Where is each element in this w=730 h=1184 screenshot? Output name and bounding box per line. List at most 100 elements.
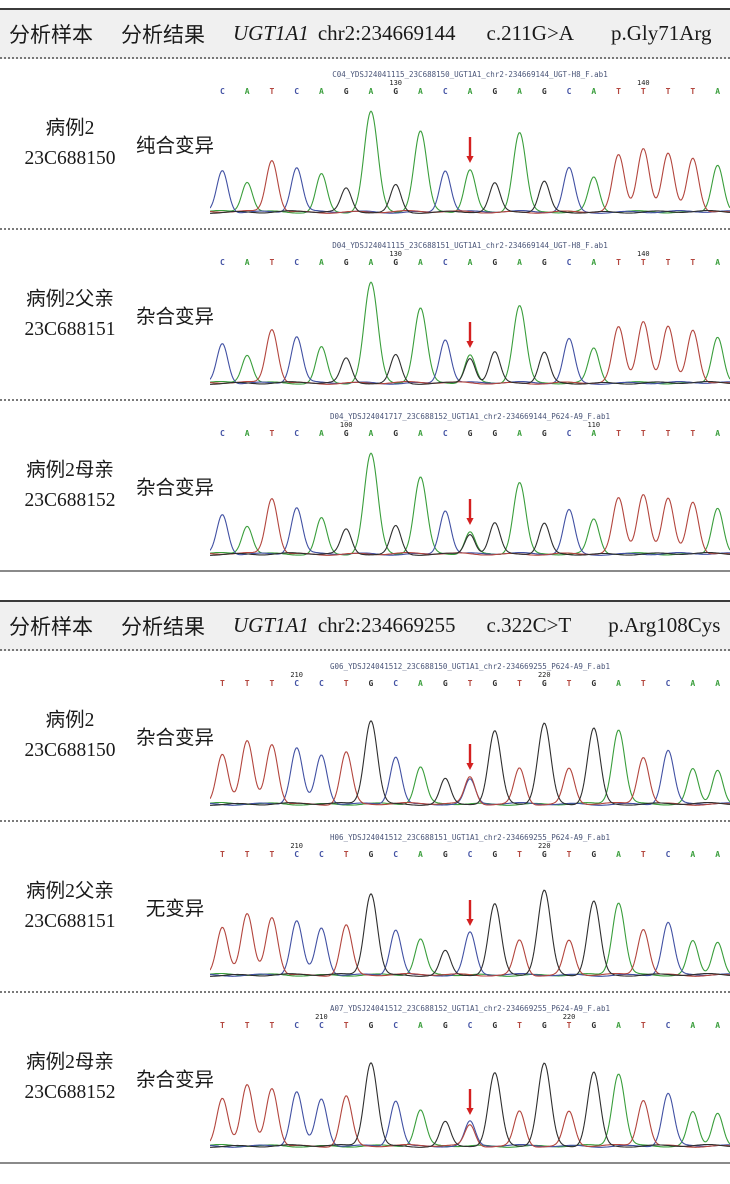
base-letter: T	[690, 87, 696, 96]
base-letter: G	[492, 850, 498, 859]
trace-file-title: A07_YDSJ24041512_23C688152_UGT1A1_chr2-2…	[330, 1004, 610, 1013]
base-letter: C	[393, 1021, 399, 1030]
sample-name: 病例2母亲	[26, 460, 114, 482]
sample-id: 23C688152	[24, 1081, 116, 1103]
position-number: 130	[389, 250, 403, 258]
base-letter: A	[368, 87, 374, 96]
base-letter: C	[219, 87, 225, 96]
base-letter: C	[319, 679, 324, 688]
base-letter: A	[616, 679, 621, 688]
base-letter: T	[269, 1021, 275, 1030]
header-col-sample: 分析样本	[9, 22, 93, 47]
sample-cell: 病例2父亲 23C688151	[0, 877, 140, 936]
sample-row: 病例2母亲 23C688152 杂合变异 A07_YDSJ24041512_23…	[0, 993, 730, 1164]
base-letter: C	[219, 429, 225, 438]
base-call-row: C A T C A G A G A C G G A G C A T T T T A 100 110	[210, 421, 730, 439]
position-number: 110	[587, 421, 601, 429]
trace-channel-A	[210, 1073, 730, 1148]
base-letter: G	[492, 87, 498, 96]
position-number: 220	[562, 1013, 576, 1021]
base-letter: C	[393, 679, 399, 688]
base-letter: C	[467, 1021, 473, 1030]
position-number: 210	[290, 842, 303, 850]
base-letter: C	[294, 87, 300, 96]
base-letter: A	[616, 850, 621, 859]
trace-channel-G	[210, 351, 730, 385]
base-call-row: T T T C C T G C A G T G T G T G A T C A A 210 220	[210, 671, 730, 689]
base-letter: G	[442, 1021, 448, 1030]
base-letter: G	[492, 429, 498, 438]
base-letter: A	[244, 258, 250, 267]
base-letter: G	[591, 679, 597, 688]
position-number: 220	[537, 671, 551, 679]
sample-row: 病例2父亲 23C688151 杂合变异 D04_YDSJ24041115_23…	[0, 230, 730, 401]
base-letter: A	[418, 679, 423, 688]
base-letter: C	[294, 679, 300, 688]
base-letter: G	[541, 1021, 547, 1030]
chromatogram-svg	[210, 110, 730, 214]
base-letter: G	[541, 87, 547, 96]
base-call-row: C A T C A G A G A C A G A G C A T T T T A 130 140	[210, 79, 730, 97]
base-letter: A	[517, 429, 522, 438]
sample-name: 病例2父亲	[26, 881, 114, 903]
base-letter: T	[690, 429, 696, 438]
result-text: 无变异	[145, 899, 205, 920]
base-letter: G	[368, 850, 374, 859]
base-letter: C	[467, 850, 473, 859]
base-letter: C	[442, 87, 448, 96]
header-protein-change: p.Arg108Cys	[608, 613, 721, 637]
sample-row: 病例2母亲 23C688152 杂合变异 D04_YDSJ24041717_23…	[0, 401, 730, 572]
base-letter: G	[541, 679, 547, 688]
result-text: 纯合变异	[136, 136, 215, 157]
base-letter: A	[368, 429, 374, 438]
base-letter: G	[591, 1021, 597, 1030]
base-letter: T	[219, 679, 225, 688]
base-letter: G	[343, 87, 349, 96]
base-letter: A	[418, 429, 423, 438]
result-text: 杂合变异	[136, 728, 215, 749]
base-letter: A	[690, 1021, 696, 1030]
base-letter: A	[616, 1021, 621, 1030]
base-call-row: T T T C C T G C A G C G T G T G A T C A A 210 220	[210, 842, 730, 860]
header-col-result: 分析结果	[121, 614, 205, 639]
base-letter: T	[566, 679, 572, 688]
base-letter: T	[665, 429, 671, 438]
header-cdna-change: c.211G>A	[486, 21, 574, 45]
base-call-row: T T T C C T G C A G C G T G T G A T C A A 210 220	[210, 1013, 730, 1031]
sample-name: 病例2	[45, 118, 95, 140]
chromatogram-block: D04_YDSJ24041717_23C688152_UGT1A1_chr2-2…	[210, 410, 730, 561]
base-letter: T	[343, 679, 349, 688]
sample-row: 病例2父亲 23C688151 无变异 H06_YDSJ24041512_23C…	[0, 822, 730, 993]
trace-file-title: G06_YDSJ24041512_23C688150_UGT1A1_chr2-2…	[330, 662, 610, 671]
base-letter: A	[418, 1021, 423, 1030]
sample-id: 23C688151	[24, 910, 116, 932]
base-letter: A	[517, 87, 522, 96]
base-letter: G	[393, 258, 399, 267]
variant-arrow-icon	[466, 1089, 474, 1115]
section-rows: 病例2 23C688150 纯合变异 C04_YDSJ24041115_23C6…	[0, 59, 730, 572]
trace-file-title: D04_YDSJ24041115_23C688151_UGT1A1_chr2-2…	[332, 241, 608, 250]
result-text: 杂合变异	[136, 307, 215, 328]
base-letter: G	[492, 1021, 498, 1030]
chromatogram-block: A07_YDSJ24041512_23C688152_UGT1A1_chr2-2…	[210, 1002, 730, 1153]
base-letter: T	[640, 679, 646, 688]
header-col-sample: 分析样本	[9, 614, 93, 639]
base-letter: A	[715, 850, 721, 859]
header-col-result: 分析结果	[121, 22, 205, 47]
sample-id: 23C688150	[24, 739, 116, 761]
base-letter: A	[715, 679, 721, 688]
base-letter: A	[319, 258, 324, 267]
position-number: 140	[637, 79, 650, 87]
base-letter: G	[393, 429, 399, 438]
base-letter: T	[219, 850, 225, 859]
base-letter: T	[244, 679, 250, 688]
base-letter: A	[467, 87, 473, 96]
chromatogram-block: H06_YDSJ24041512_23C688151_UGT1A1_chr2-2…	[210, 831, 730, 982]
base-letter: A	[244, 429, 250, 438]
base-letter: C	[566, 429, 572, 438]
base-letter: C	[393, 850, 399, 859]
base-letter: C	[319, 1021, 324, 1030]
base-letter: G	[492, 679, 498, 688]
section-rows: 病例2 23C688150 杂合变异 G06_YDSJ24041512_23C6…	[0, 651, 730, 1164]
